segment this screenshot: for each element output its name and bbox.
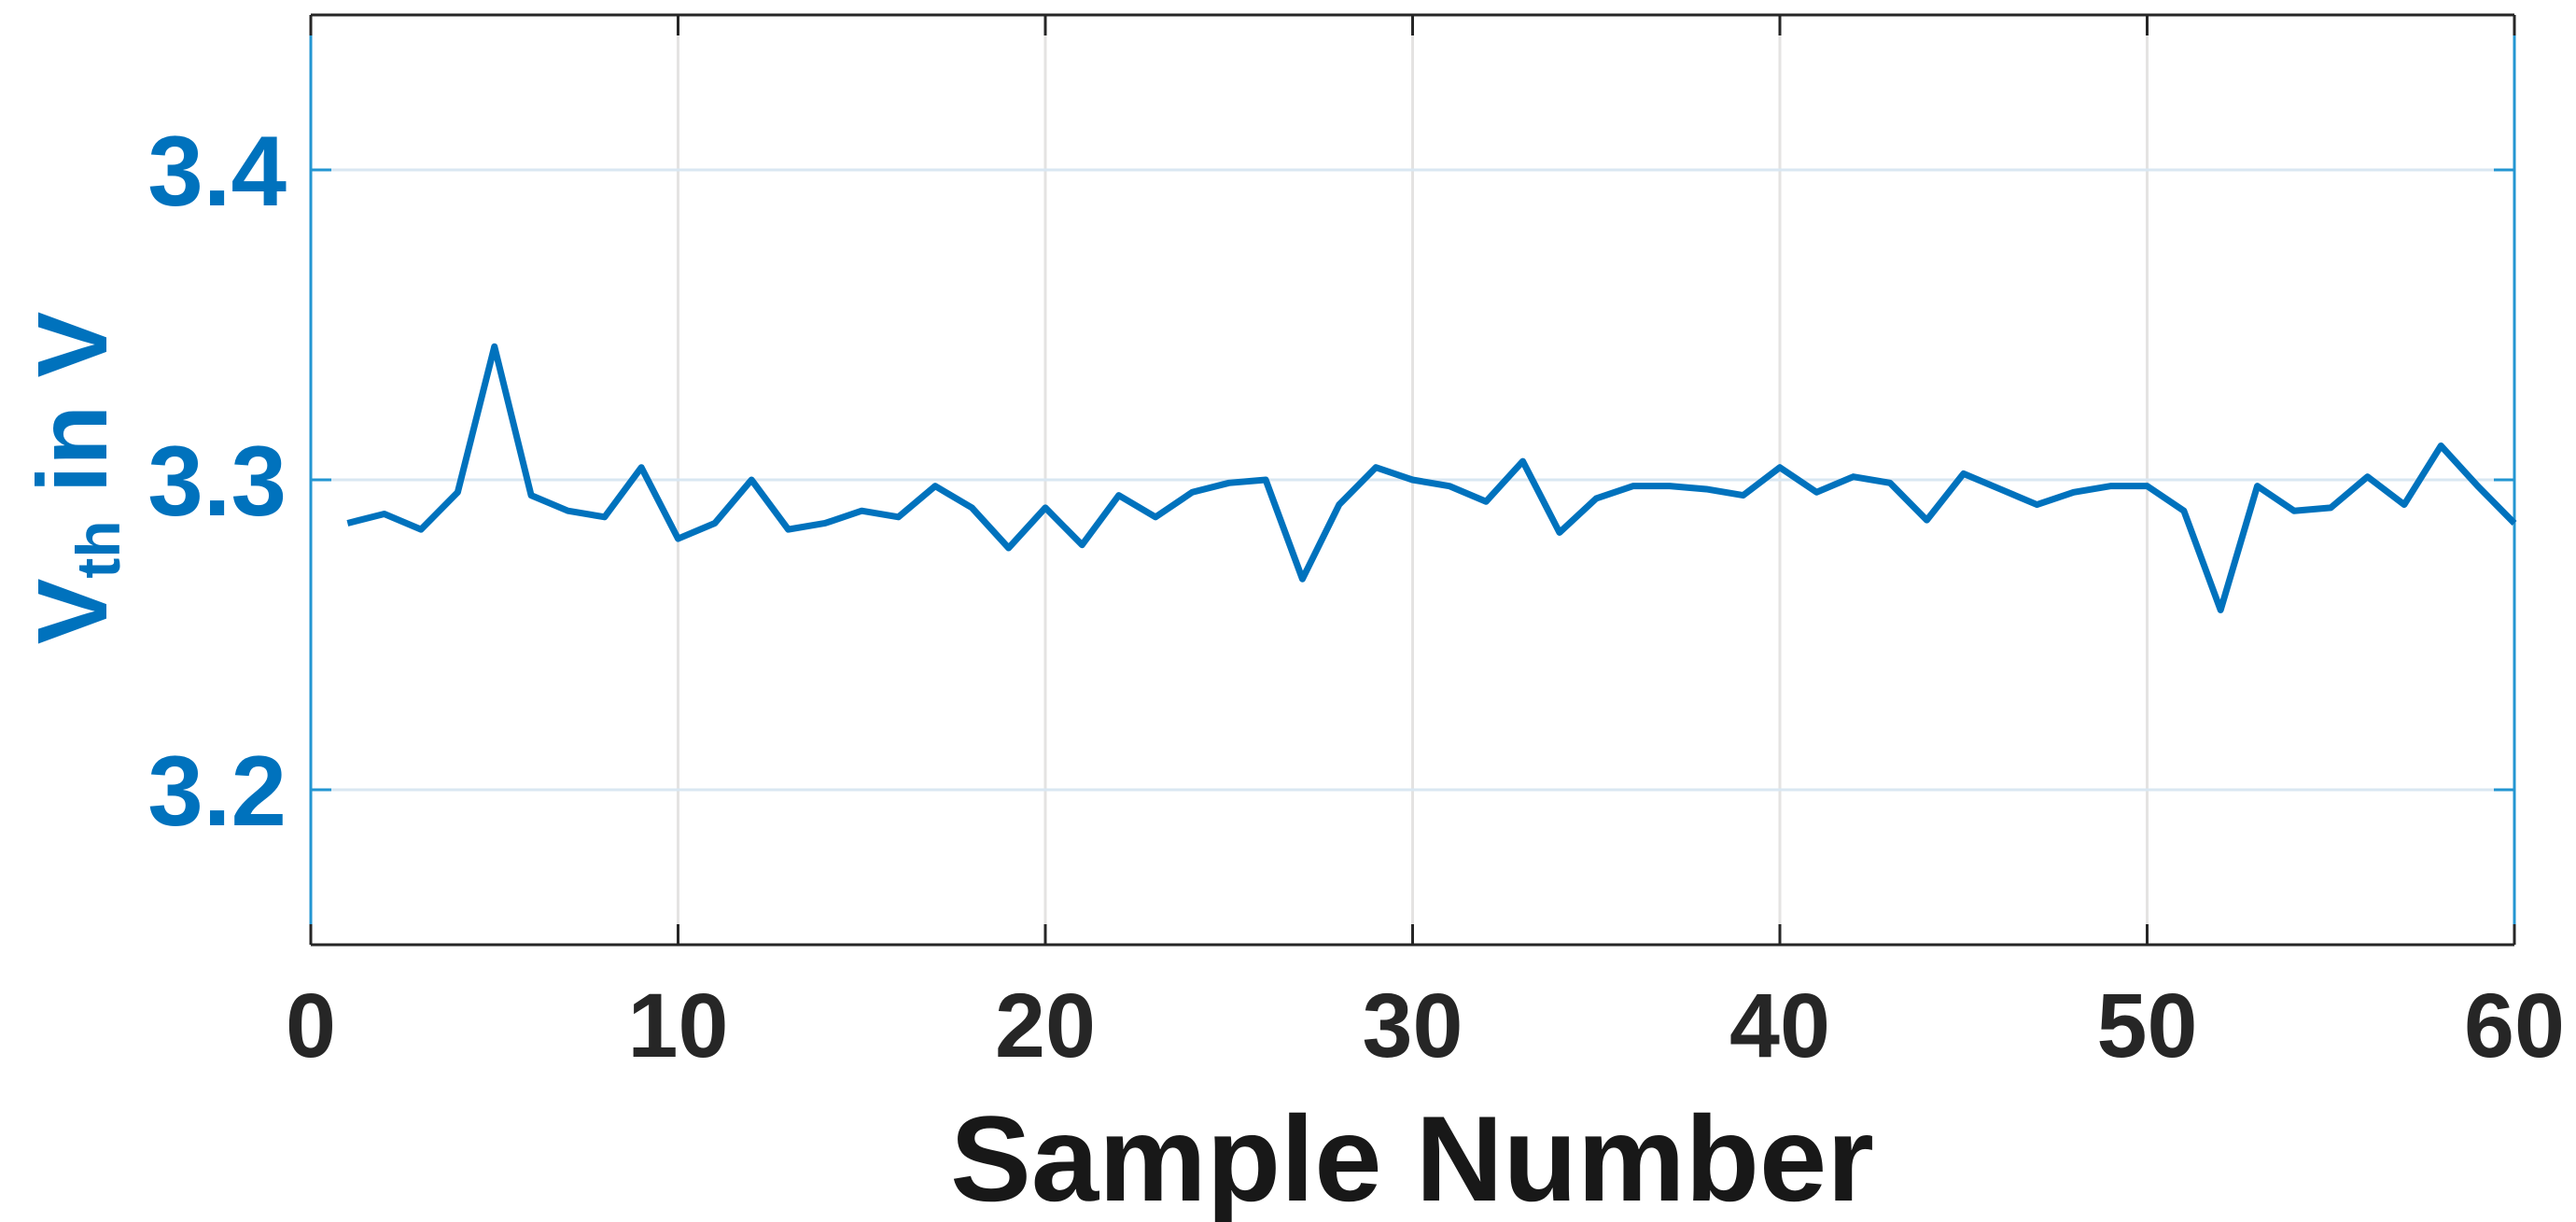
- data-line-vth: [346, 343, 2517, 613]
- x-tick-label: 30: [1363, 975, 1463, 1076]
- x-tick-label: 40: [1729, 975, 1830, 1076]
- x-axis-label: Sample Number: [950, 1090, 1874, 1222]
- x-tick-label: 0: [286, 975, 336, 1076]
- y-tick-label: 3.4: [147, 115, 287, 227]
- x-tick-label: 50: [2097, 975, 2198, 1076]
- y-tick-label: 3.3: [147, 425, 287, 537]
- y-axis-label-rest: in V: [18, 311, 128, 521]
- y-axis-label-subscript: th: [64, 520, 133, 579]
- x-tick-label: 20: [995, 975, 1096, 1076]
- x-tick-label: 60: [2464, 975, 2565, 1076]
- y-axis-label-main: V: [18, 578, 128, 645]
- y-axis-label: Vth in V: [18, 312, 133, 645]
- y-tick-label: 3.2: [147, 735, 287, 847]
- x-tick-label: 10: [628, 975, 729, 1076]
